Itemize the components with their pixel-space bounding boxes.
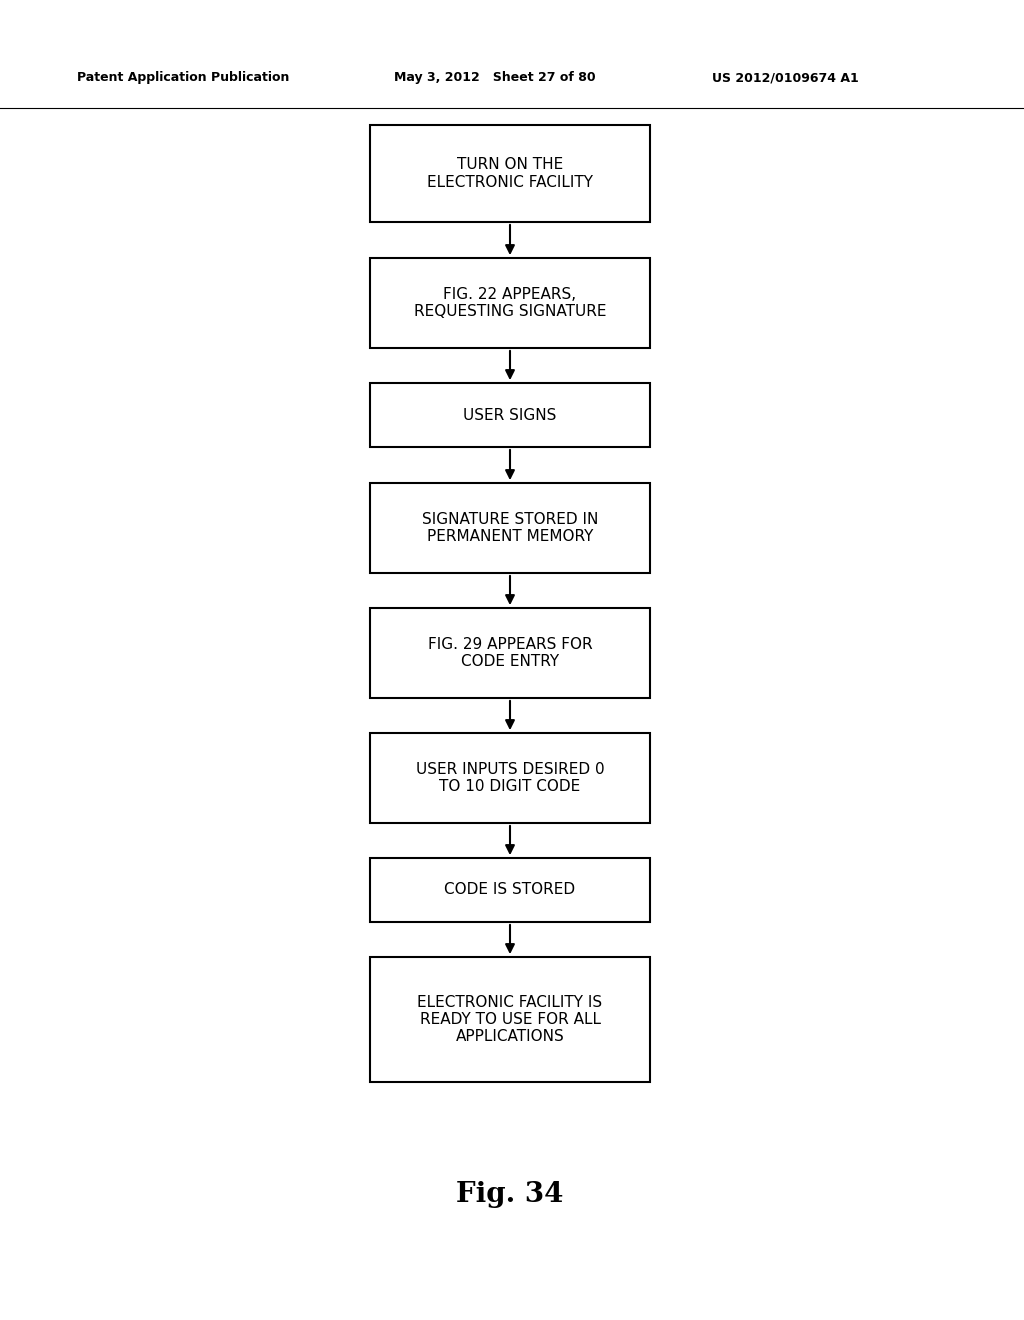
- Text: USER INPUTS DESIRED 0
TO 10 DIGIT CODE: USER INPUTS DESIRED 0 TO 10 DIGIT CODE: [416, 762, 604, 795]
- Text: US 2012/0109674 A1: US 2012/0109674 A1: [712, 71, 858, 84]
- Text: May 3, 2012   Sheet 27 of 80: May 3, 2012 Sheet 27 of 80: [394, 71, 596, 84]
- Text: SIGNATURE STORED IN
PERMANENT MEMORY: SIGNATURE STORED IN PERMANENT MEMORY: [422, 512, 598, 544]
- Text: ELECTRONIC FACILITY IS
READY TO USE FOR ALL
APPLICATIONS: ELECTRONIC FACILITY IS READY TO USE FOR …: [418, 994, 602, 1044]
- Text: CODE IS STORED: CODE IS STORED: [444, 883, 575, 898]
- Text: FIG. 22 APPEARS,
REQUESTING SIGNATURE: FIG. 22 APPEARS, REQUESTING SIGNATURE: [414, 286, 606, 319]
- Text: TURN ON THE
ELECTRONIC FACILITY: TURN ON THE ELECTRONIC FACILITY: [427, 157, 593, 190]
- Text: FIG. 29 APPEARS FOR
CODE ENTRY: FIG. 29 APPEARS FOR CODE ENTRY: [428, 636, 592, 669]
- Text: Fig. 34: Fig. 34: [457, 1181, 563, 1209]
- Text: USER SIGNS: USER SIGNS: [463, 408, 557, 422]
- Text: Patent Application Publication: Patent Application Publication: [77, 71, 289, 84]
